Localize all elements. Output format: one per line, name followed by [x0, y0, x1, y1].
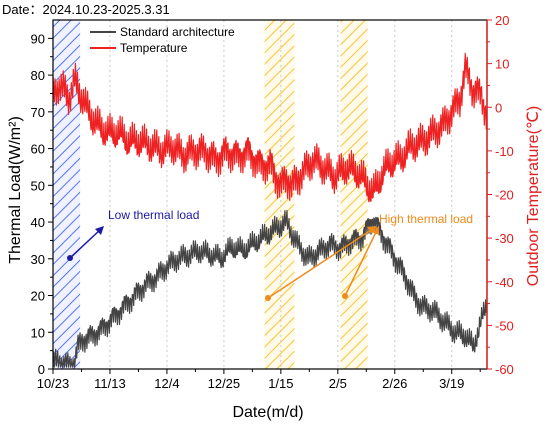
y-right-tick-label-2: -40: [495, 275, 514, 290]
x-axis-label: Date(m/d): [232, 404, 303, 421]
annotation-low-arrow: [69, 228, 102, 259]
annotation-low-arrowhead: [95, 226, 104, 235]
vertical-grid: [109, 20, 453, 369]
annotation-low-dot: [67, 255, 73, 261]
annotation-high-arrow-2: [344, 229, 378, 297]
y-left-tick-label-2: 20: [31, 289, 45, 304]
y-right-tick-label-8: 20: [495, 13, 509, 28]
x-tick-label-4: 1/15: [268, 376, 293, 391]
axes: 10/23 11/13 12/4 12/25 1/15 2/5 2/26 3/19 0 10 20 3…: [31, 13, 514, 391]
annotation-low-label: Low thermal load: [108, 208, 199, 222]
x-tick-label-3: 12/25: [208, 376, 241, 391]
x-tick-label-1: 11/13: [94, 376, 126, 391]
annotation-high-dot-2: [342, 293, 348, 299]
y-left-tick-label-0: 0: [38, 362, 45, 377]
series-line-temperature: [52, 52, 488, 203]
annotation-low: Low thermal load: [67, 208, 199, 261]
y-right-tick-label-0: -60: [495, 362, 514, 377]
x-tick-label-0: 10/23: [37, 376, 70, 391]
right-axis-label: Outdoor Temperature(℃): [525, 106, 542, 286]
y-left-tick-label-1: 10: [31, 325, 45, 340]
y-left-tick-label-4: 40: [31, 215, 45, 230]
highlight-band-2: [340, 20, 368, 369]
x-tick-label-2: 12/4: [154, 376, 179, 391]
y-left-tick-label-3: 30: [31, 252, 45, 267]
y-left-tick-label-7: 70: [31, 105, 45, 120]
chart-title: Date：2024.10.23-2025.3.31: [2, 2, 170, 17]
annotation-high-arrowhead-1: [367, 226, 377, 234]
y-left-tick-label-6: 60: [31, 142, 45, 157]
x-tick-label-6: 2/26: [382, 376, 407, 391]
legend-label-standard: Standard architecture: [120, 25, 235, 39]
series-line-standard-architecture: [52, 210, 488, 368]
annotation-high-arrow-1: [267, 227, 375, 299]
x-tick-label-7: 3/19: [439, 376, 464, 391]
highlight-bands: [53, 20, 368, 369]
legend-label-temperature: Temperature: [120, 41, 188, 55]
y-right-tick-label-6: 0: [495, 100, 502, 115]
y-right-tick-label-3: -30: [495, 231, 514, 246]
y-left-tick-label-8: 80: [31, 68, 45, 83]
annotation-high-label: High thermal load: [379, 212, 473, 226]
y-right-tick-label-4: -20: [495, 188, 514, 203]
left-axis-label: Thermal Load(W/m²): [7, 116, 24, 264]
y-right-tick-label-5: -10: [495, 144, 514, 159]
x-tick-label-5: 2/5: [329, 376, 347, 391]
annotation-high: High thermal load: [265, 212, 473, 301]
series-lines: [52, 52, 488, 368]
annotation-high-arrowhead-2: [372, 226, 379, 235]
y-left-tick-label-9: 90: [31, 31, 45, 46]
y-right-tick-label-7: 10: [495, 57, 509, 72]
annotation-high-dot-1: [265, 295, 271, 301]
y-right-tick-label-1: -50: [495, 318, 514, 333]
y-left-tick-label-5: 50: [31, 178, 45, 193]
legend: Standard architecture Temperature: [90, 25, 235, 55]
